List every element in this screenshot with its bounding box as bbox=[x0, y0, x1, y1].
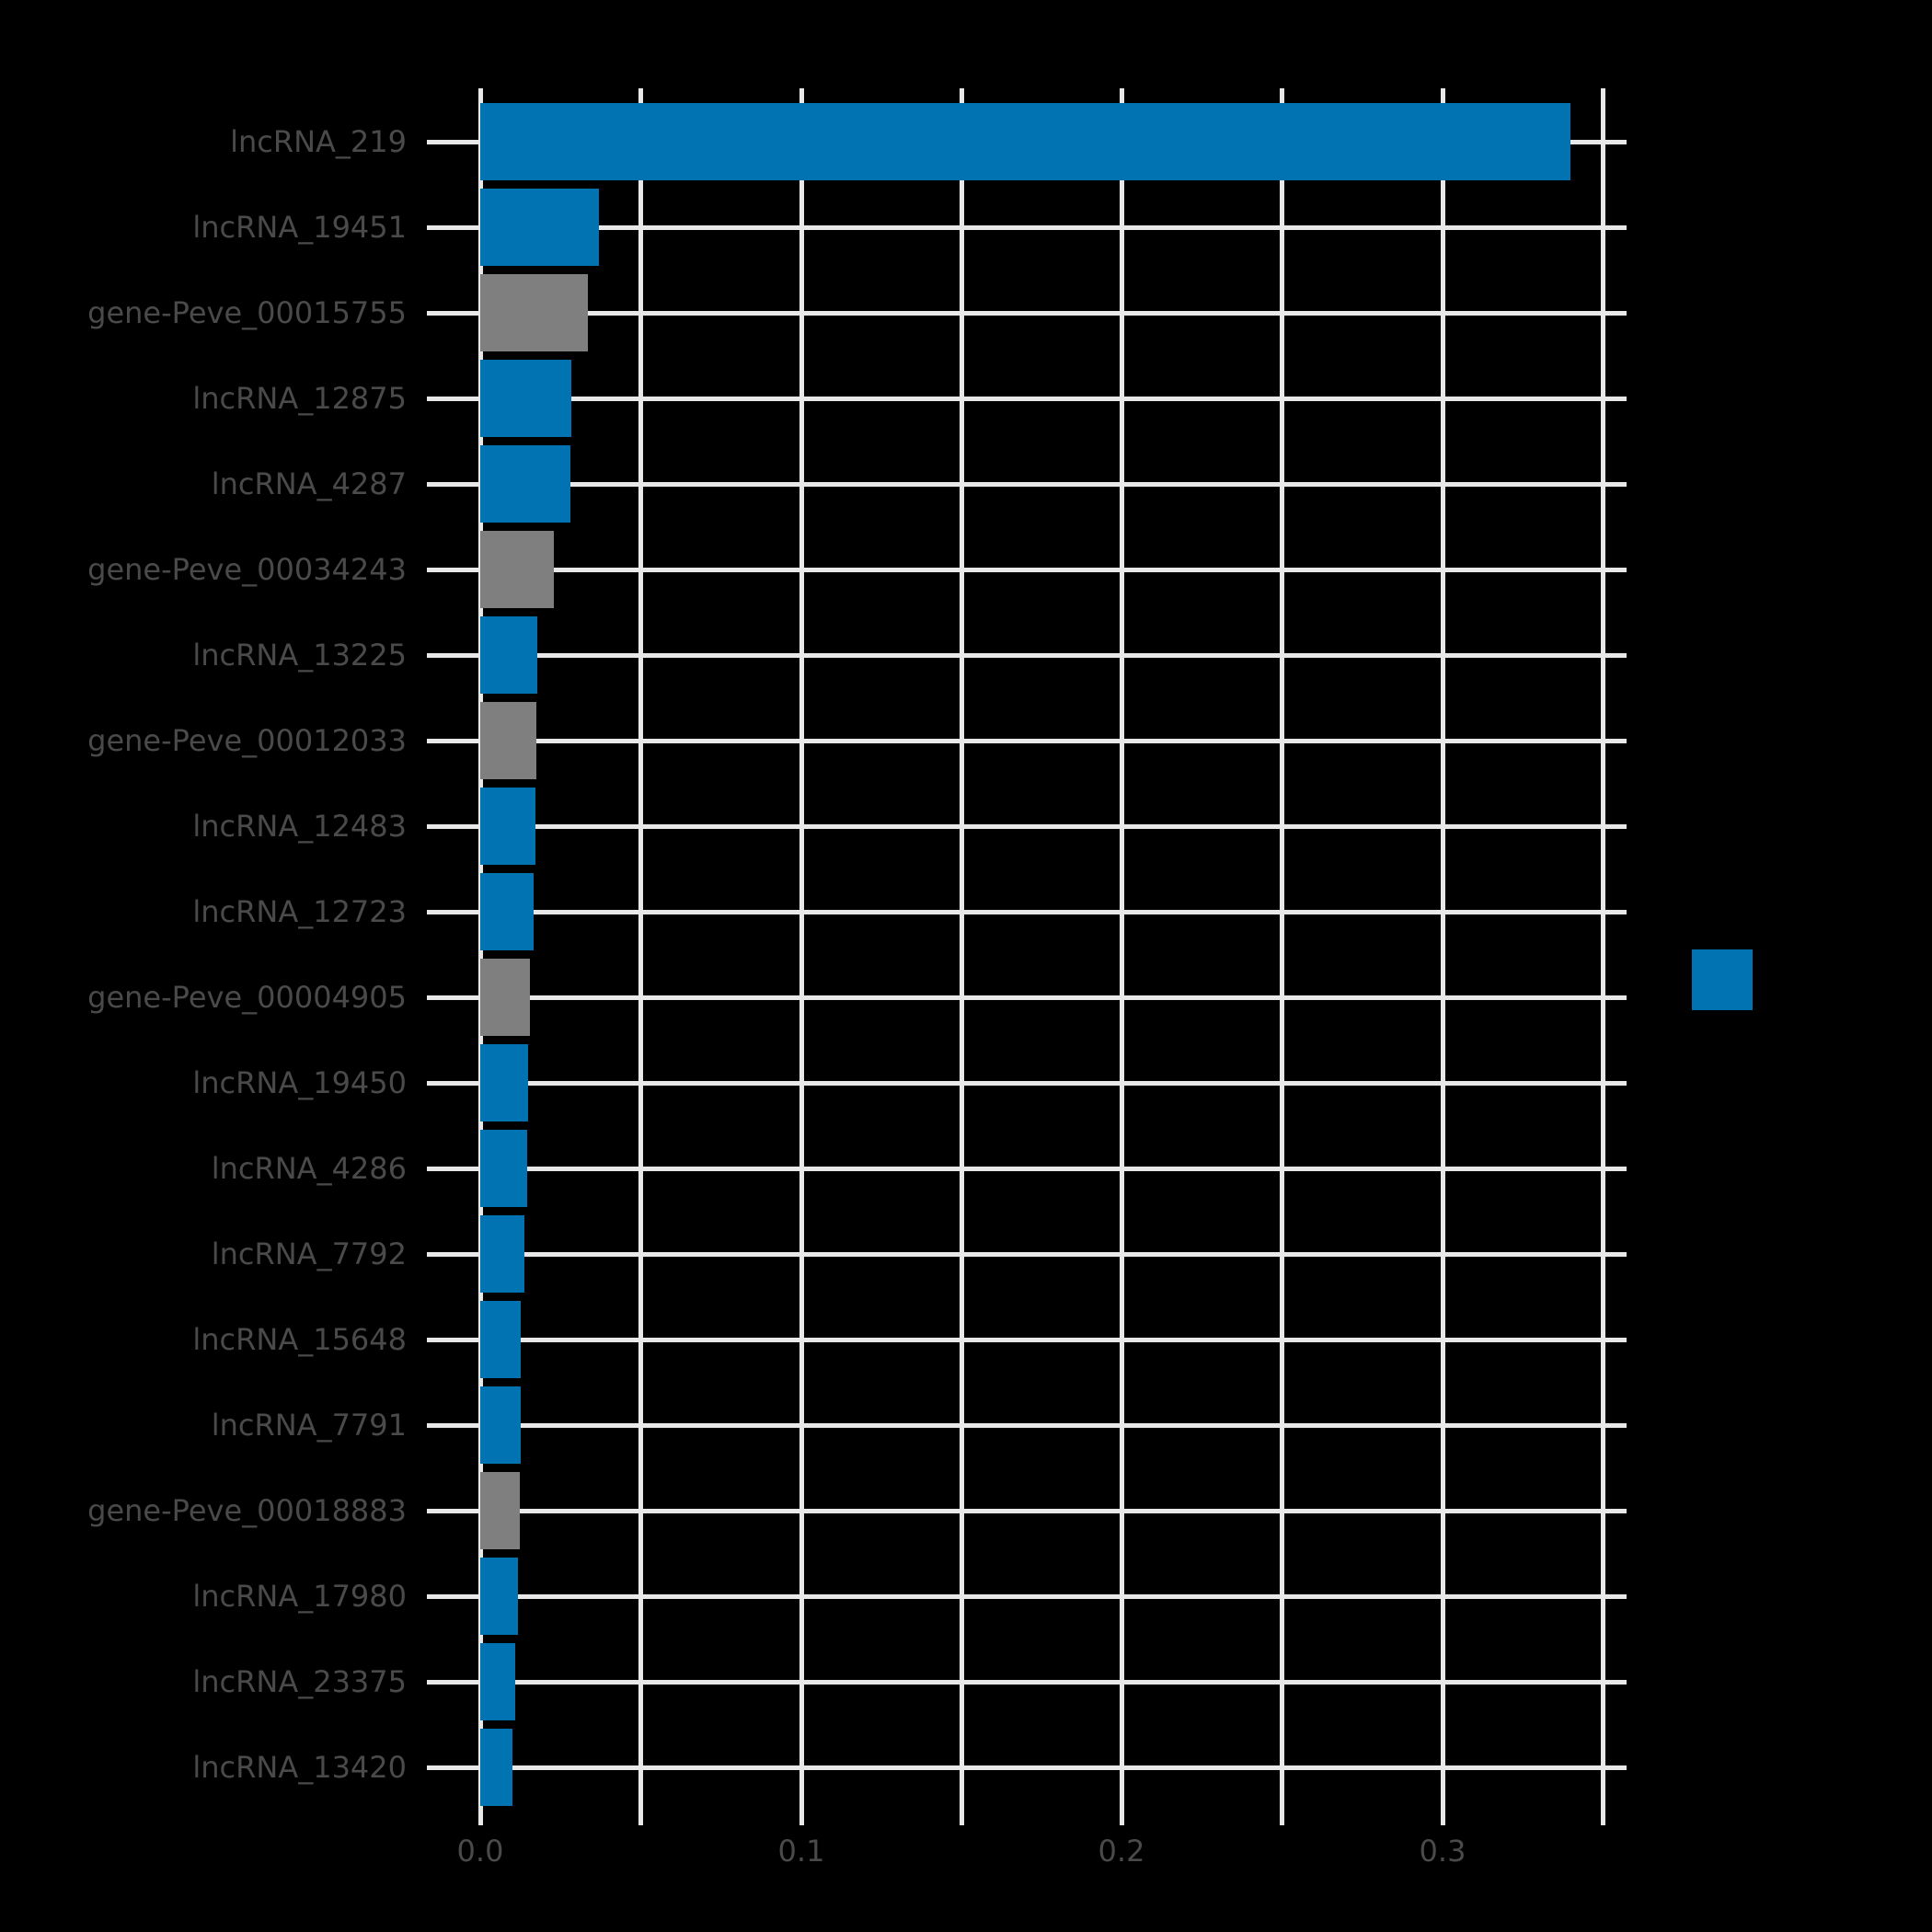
y-gridline bbox=[427, 1081, 1627, 1086]
y-gridline bbox=[427, 482, 1627, 487]
x-gridline bbox=[1280, 88, 1284, 1825]
bar-lncRNA_12875 bbox=[480, 360, 571, 437]
plot-area: lncRNA_219 lncRNA_19451 gene-Peve_00015755… bbox=[87, 88, 1627, 1869]
bar-gene-Peve_00018883 bbox=[480, 1472, 520, 1549]
ytick-label-gene-Peve_00015755: gene-Peve_00015755 bbox=[87, 295, 407, 330]
ytick-label-lncRNA_12875: lncRNA_12875 bbox=[192, 381, 407, 416]
bar-lncRNA_219 bbox=[480, 103, 1570, 180]
y-gridline bbox=[427, 397, 1627, 401]
ytick-label-lncRNA_12723: lncRNA_12723 bbox=[192, 894, 407, 929]
ytick-label-lncRNA_7792: lncRNA_7792 bbox=[211, 1236, 407, 1271]
bar-lncRNA_17980 bbox=[480, 1558, 518, 1635]
x-gridline bbox=[638, 88, 643, 1825]
y-gridline bbox=[427, 910, 1627, 914]
bar-gene-Peve_00034243 bbox=[480, 531, 554, 608]
xtick-label-0.2: 0.2 bbox=[1098, 1834, 1145, 1869]
ytick-label-lncRNA_19450: lncRNA_19450 bbox=[192, 1065, 407, 1100]
y-gridline bbox=[427, 1338, 1627, 1342]
ytick-label-lncRNA_17980: lncRNA_17980 bbox=[192, 1579, 407, 1614]
y-gridline bbox=[427, 1252, 1627, 1257]
ytick-label-lncRNA_19451: lncRNA_19451 bbox=[192, 210, 407, 245]
ytick-label-lncRNA_219: lncRNA_219 bbox=[230, 124, 407, 159]
xtick-label-0.0: 0.0 bbox=[456, 1834, 504, 1869]
bar-lncRNA_4287 bbox=[480, 445, 570, 523]
bar-lncRNA_12723 bbox=[480, 873, 534, 950]
y-gridline bbox=[427, 1167, 1627, 1171]
ytick-label-lncRNA_12483: lncRNA_12483 bbox=[192, 809, 407, 844]
x-gridline bbox=[1441, 88, 1445, 1825]
x-gridline bbox=[1120, 88, 1124, 1825]
x-gridline bbox=[1601, 88, 1605, 1825]
y-gridline bbox=[427, 1594, 1627, 1599]
bar-lncRNA_15648 bbox=[480, 1301, 521, 1378]
ytick-label-lncRNA_23375: lncRNA_23375 bbox=[192, 1664, 407, 1699]
y-gridline bbox=[427, 1423, 1627, 1428]
legend-color-swatch bbox=[1692, 949, 1753, 1010]
ytick-label-lncRNA_7791: lncRNA_7791 bbox=[211, 1408, 407, 1443]
ytick-label-lncRNA_4287: lncRNA_4287 bbox=[211, 466, 407, 501]
y-gridline bbox=[427, 225, 1627, 230]
bar-lncRNA_7791 bbox=[480, 1386, 521, 1464]
y-gridline bbox=[427, 824, 1627, 829]
y-gridline bbox=[427, 1765, 1627, 1770]
bar-lncRNA_7792 bbox=[480, 1215, 524, 1293]
ytick-label-lncRNA_13420: lncRNA_13420 bbox=[192, 1750, 407, 1785]
y-gridline bbox=[427, 1680, 1627, 1685]
ytick-label-gene-Peve_00004905: gene-Peve_00004905 bbox=[87, 980, 407, 1015]
bar-lncRNA_13420 bbox=[480, 1729, 512, 1806]
bar-gene-Peve_00015755 bbox=[480, 274, 588, 351]
ytick-label-gene-Peve_00012033: gene-Peve_00012033 bbox=[87, 723, 407, 758]
bar-lncRNA_4286 bbox=[480, 1130, 527, 1207]
ytick-label-gene-Peve_00034243: gene-Peve_00034243 bbox=[87, 552, 407, 587]
bar-lncRNA_19450 bbox=[480, 1044, 528, 1121]
y-gridline bbox=[427, 739, 1627, 743]
y-gridline bbox=[427, 1509, 1627, 1513]
ytick-label-lncRNA_15648: lncRNA_15648 bbox=[192, 1322, 407, 1357]
ytick-label-lncRNA_13225: lncRNA_13225 bbox=[192, 638, 407, 673]
x-gridline bbox=[960, 88, 964, 1825]
bar-lncRNA_12483 bbox=[480, 788, 535, 865]
ytick-label-lncRNA_4286: lncRNA_4286 bbox=[211, 1151, 407, 1186]
x-gridline bbox=[478, 88, 483, 1825]
bar-lncRNA_23375 bbox=[480, 1643, 515, 1720]
y-gridline bbox=[427, 311, 1627, 316]
bar-lncRNA_13225 bbox=[480, 616, 537, 694]
xtick-label-0.1: 0.1 bbox=[777, 1834, 825, 1869]
y-gridline bbox=[427, 568, 1627, 572]
ytick-label-gene-Peve_00018883: gene-Peve_00018883 bbox=[87, 1493, 407, 1528]
xtick-label-0.3: 0.3 bbox=[1419, 1834, 1466, 1869]
bar-gene-Peve_00004905 bbox=[480, 959, 530, 1036]
y-gridline bbox=[427, 653, 1627, 658]
y-gridline bbox=[427, 995, 1627, 1000]
x-gridline bbox=[799, 88, 804, 1825]
bar-gene-Peve_00012033 bbox=[480, 702, 536, 779]
bar-lncRNA_19451 bbox=[480, 189, 599, 266]
